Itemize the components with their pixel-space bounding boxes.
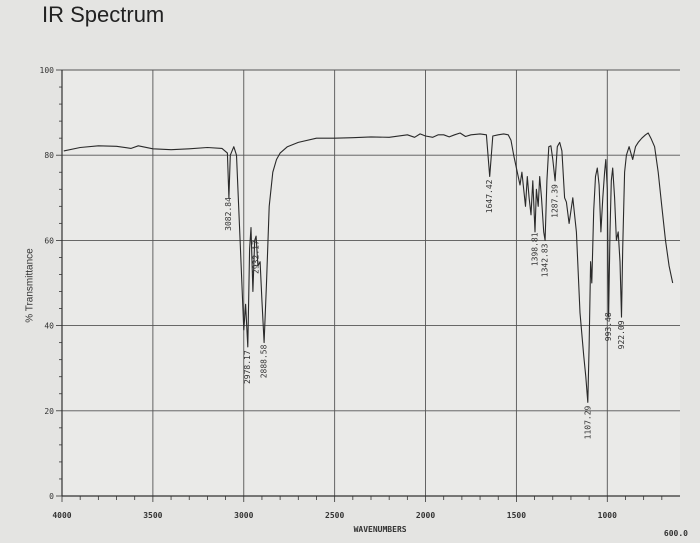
peak-label-8: 1107.29 <box>583 405 592 439</box>
x-tick-label-2500: 2500 <box>325 511 344 520</box>
x-tick-label-3000: 3000 <box>234 511 253 520</box>
x-axis-label: WAVENUMBERS <box>354 525 407 534</box>
peak-label-2: 2932.17 <box>252 240 261 274</box>
spectrum-line-0 <box>63 132 674 403</box>
y-tick-label-40: 40 <box>44 322 54 331</box>
y-tick-label-80: 80 <box>44 151 54 160</box>
y-tick-label-20: 20 <box>44 407 54 416</box>
x-end-label: 600.0 <box>664 529 688 538</box>
y-tick-label-60: 60 <box>44 236 54 245</box>
peak-label-3: 2888.58 <box>260 344 269 378</box>
chart-title: IR Spectrum <box>42 2 165 27</box>
peak-label-6: 1342.83 <box>540 243 549 277</box>
x-tick-label-1000: 1000 <box>598 511 617 520</box>
x-tick-label-4000: 4000 <box>52 511 71 520</box>
x-tick-label-1500: 1500 <box>507 511 526 520</box>
peak-label-7: 1287.39 <box>551 184 560 218</box>
y-tick-label-0: 0 <box>49 492 54 501</box>
peak-label-10: 922.09 <box>617 320 626 349</box>
x-tick-label-2000: 2000 <box>416 511 435 520</box>
peak-label-1: 2978.17 <box>243 350 252 384</box>
peak-label-4: 1647.42 <box>485 179 494 213</box>
plot-area <box>62 70 680 496</box>
x-tick-label-3500: 3500 <box>143 511 162 520</box>
y-tick-label-100: 100 <box>40 66 55 75</box>
peak-label-0: 3082.84 <box>224 197 233 231</box>
peak-label-5: 1398.81 <box>530 232 539 266</box>
peak-label-9: 993.48 <box>604 312 613 341</box>
